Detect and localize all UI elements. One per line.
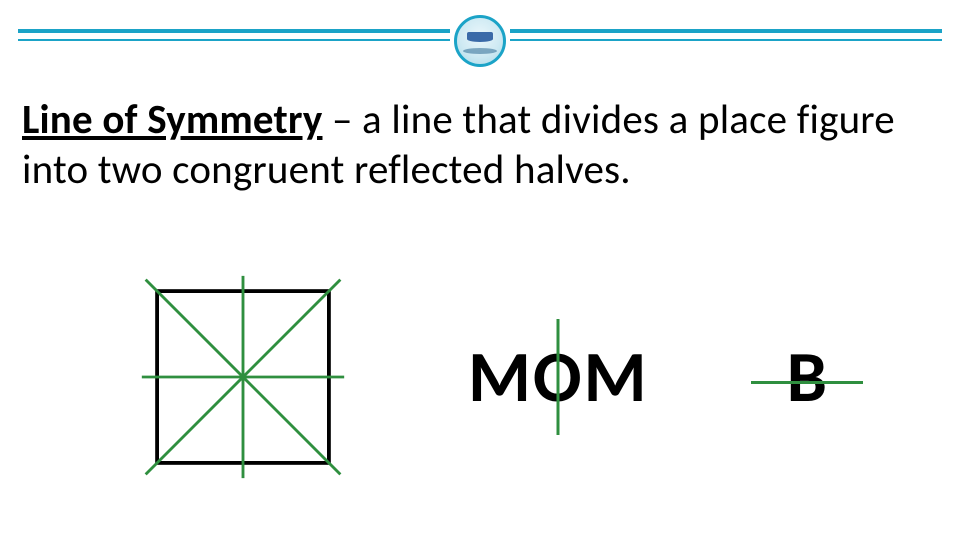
- b-symmetry-figure: B: [759, 333, 855, 421]
- school-logo-icon: [454, 15, 506, 67]
- definition-separator: –: [322, 95, 362, 145]
- rule-left: [18, 29, 450, 41]
- square-symmetry-lines: [142, 276, 344, 478]
- mom-sym-line-vertical: [557, 319, 560, 435]
- square-symmetry-figure: [138, 272, 348, 482]
- mom-symmetry-figure: MOM: [468, 333, 649, 421]
- logo-wrap: [450, 15, 510, 67]
- b-text: B: [787, 333, 827, 421]
- header-rule: [18, 28, 942, 42]
- square-svg: [138, 272, 348, 482]
- b-sym-line-horizontal: [751, 381, 863, 384]
- definition-term: Line of Symmetry: [22, 95, 322, 145]
- definition-text: Line of Symmetry – a line that divides a…: [22, 95, 920, 195]
- figures-row: MOM B: [130, 262, 920, 492]
- rule-right: [510, 29, 942, 41]
